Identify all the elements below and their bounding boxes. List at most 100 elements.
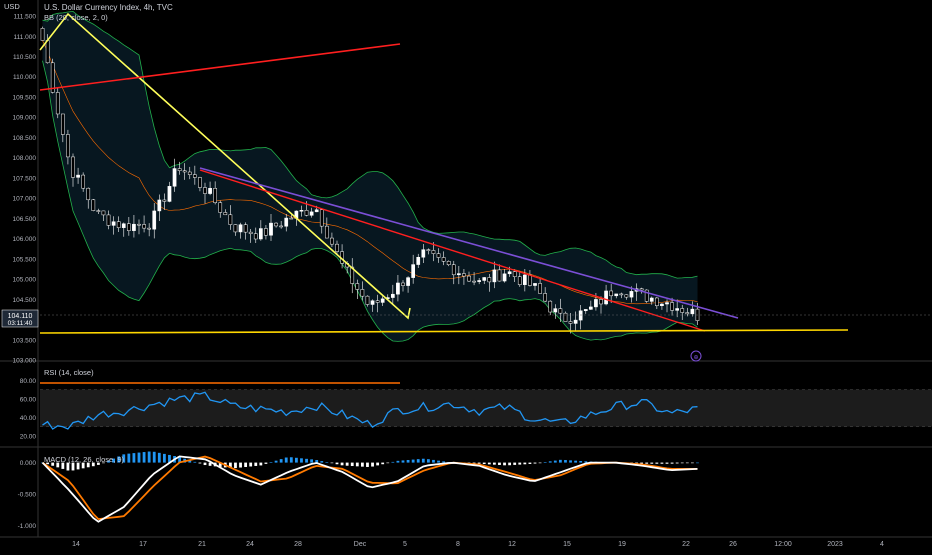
svg-text:⊕: ⊕ [693,355,698,361]
macd-histogram-bar [234,462,237,469]
red-rising-trendline [39,43,401,91]
candle-body [533,283,537,286]
macd-histogram-bar [218,462,222,467]
bb-band-fill [42,11,698,342]
candle-body [304,210,309,216]
candle-body [401,282,405,286]
candle-body [588,306,593,310]
candle-body [106,214,111,226]
macd-histogram-bar [665,462,669,464]
macd-histogram-bar [528,462,532,464]
event-marker-icon[interactable]: ⊕ [690,350,702,362]
x-tick-label: 4 [880,541,884,548]
candle-body [208,188,212,194]
yellow-trendline [39,12,411,320]
macd-histogram-bar [86,462,90,468]
macd-histogram-bar [61,462,65,469]
candle-body [614,293,619,297]
macd-histogram-bar [208,462,212,466]
candle-body [578,310,583,321]
macd-histogram-bar [91,462,95,467]
candle-body [543,293,548,302]
price-tick-label: 108.000 [13,155,37,162]
macd-histogram-bar [81,462,85,469]
macd-histogram-bar [330,462,334,464]
candle-body [670,302,674,311]
macd-histogram-bar [579,460,583,463]
candle-body [370,300,375,305]
x-tick-label: 8 [456,541,460,548]
candle-body [126,223,131,231]
candle-body [619,293,624,296]
macd-histogram-bar [157,452,161,463]
candle-body [203,187,207,194]
macd-histogram-bar [289,457,293,463]
macd-histogram-bar [543,462,547,463]
last-price-value: 104.110 [8,313,33,320]
candle-body [182,170,187,173]
macd-histogram-bar [264,462,268,464]
price-tick-label: 111.500 [13,14,36,21]
candle-body [96,210,101,212]
macd-histogram-bar [503,462,506,466]
macd-histogram-bar [360,462,364,467]
candle-body [50,62,55,93]
candle-body [238,224,243,233]
rsi-line [42,391,698,430]
candle-body [446,261,451,265]
candle-body [416,256,421,265]
macd-histogram-bar [472,462,476,464]
candle-body [147,227,152,230]
x-tick-label: 26 [729,541,737,548]
macd-histogram-bar [259,462,263,466]
candle-body [665,302,669,305]
macd-histogram-bar [294,457,298,463]
candle-body [482,277,487,281]
candle-body [299,210,304,212]
macd-histogram-bar [132,453,136,463]
macd-histogram-bar [416,459,420,463]
macd-histogram-bar [76,462,80,470]
candle-body [563,312,568,322]
candle-body [558,308,563,314]
candle-body [675,308,680,311]
macd-tick-label: 0.000 [20,460,37,467]
price-tick-label: 109.500 [13,94,37,101]
macd-histogram-bar [122,454,126,463]
price-tick-label: 104.500 [13,297,37,304]
macd-histogram-bar [406,459,410,463]
macd-histogram-bar [421,458,425,463]
rsi-band [40,389,932,427]
candle-body [198,177,202,188]
candle-body [604,290,608,305]
candle-body [355,283,360,290]
candle-body [274,222,278,227]
candle-body [502,273,507,282]
macd-histogram-bar [345,462,349,466]
macd-histogram-bar [640,462,644,464]
x-tick-label: 19 [618,541,626,548]
candle-body [314,209,319,213]
candle-body [426,249,431,251]
price-tick-label: 105.500 [13,256,37,263]
x-tick-label: 21 [198,541,206,548]
price-tick-label: 103.000 [13,358,37,365]
countdown-value: 03:11:40 [8,320,33,327]
macd-histogram-bar [650,462,654,464]
price-tick-label: 108.500 [13,135,37,142]
candle-body [594,299,598,308]
x-tick-label: 22 [682,541,690,548]
macd-histogram-bar [442,461,446,463]
candle-body [258,228,263,240]
candle-body [60,113,65,135]
macd-histogram-bar [518,462,522,465]
macd-signal-line [41,455,698,521]
candle-body [137,223,141,226]
candle-body [365,295,370,305]
candle-body [573,319,578,324]
macd-histogram-bar [198,462,202,464]
candle-body [253,233,258,240]
bb-indicator-label: BB (20, close, 2, 0) [44,13,108,22]
macd-histogram-bar [508,462,512,466]
